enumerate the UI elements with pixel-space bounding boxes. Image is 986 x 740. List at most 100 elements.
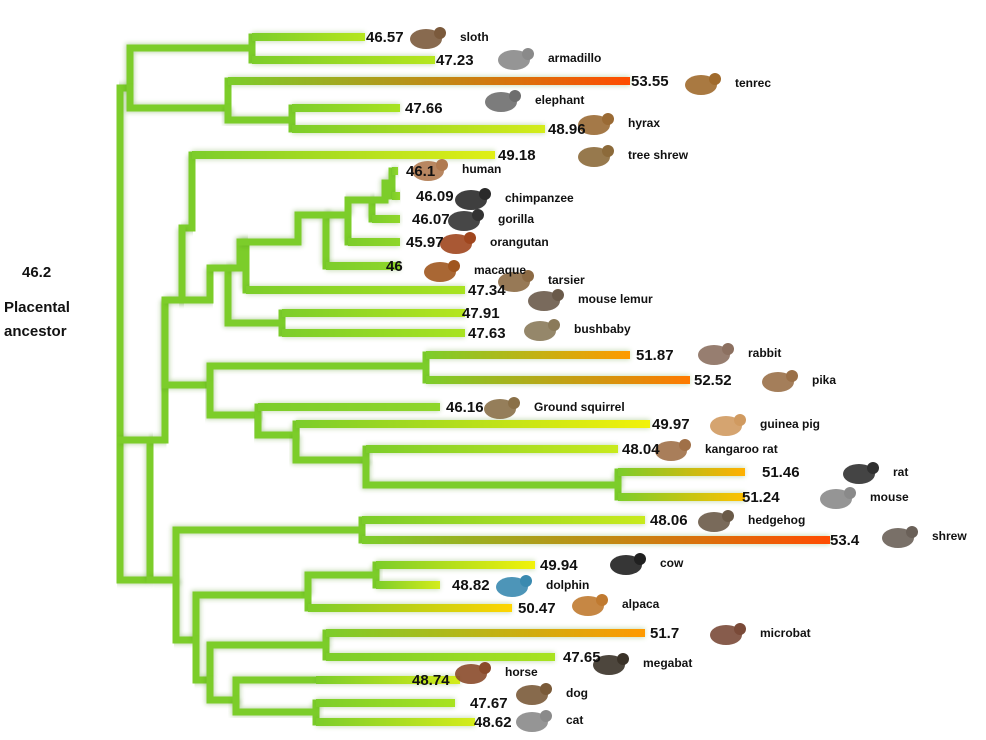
leaf-value: 52.52 — [694, 372, 732, 389]
leaf-branch-mouse — [618, 493, 745, 501]
tree-branch — [172, 576, 200, 644]
leaf-value: 47.91 — [462, 305, 500, 322]
leaf-value: 47.63 — [468, 325, 506, 342]
leaf-value: 51.46 — [762, 464, 800, 481]
leaf-name: kangaroo rat — [705, 442, 778, 456]
alpaca-icon — [572, 594, 608, 616]
ground-squirrel-icon — [484, 397, 520, 419]
leaf-name: bushbaby — [574, 322, 631, 336]
leaf-branch-rat — [618, 468, 745, 476]
leaf-name: alpaca — [622, 597, 660, 611]
branch-shadow — [361, 460, 623, 490]
gorilla-icon — [448, 209, 484, 231]
leaf-value: 47.23 — [436, 52, 474, 69]
leaf-branch-armadillo — [252, 56, 435, 64]
leaf-branch-ground-squirrel — [258, 403, 440, 411]
leaf-branches — [192, 32, 830, 727]
cow-icon — [610, 553, 646, 575]
leaf-branch-bushbaby — [282, 329, 465, 337]
tree-branch — [192, 636, 214, 684]
tree-branch — [254, 411, 300, 439]
leaf-branch-shrew — [362, 536, 830, 544]
tree-branch — [146, 526, 366, 584]
leaf-value: 47.66 — [405, 100, 443, 117]
leaf-name: tarsier — [548, 273, 585, 287]
leaf-value: 51.24 — [742, 489, 780, 506]
mouse-icon — [820, 487, 856, 509]
leaf-name: armadillo — [548, 51, 601, 65]
guinea-pig-icon — [710, 414, 746, 436]
root-label-line2: ancestor — [4, 323, 67, 340]
branch-shadow — [303, 565, 381, 595]
leaf-name: human — [462, 162, 501, 176]
branch-shadow — [205, 385, 263, 420]
leaf-name: microbat — [760, 626, 811, 640]
tenrec-icon — [685, 73, 721, 95]
leaf-value: 46 — [386, 258, 403, 275]
leaf-branch-macaque — [326, 262, 400, 270]
hedgehog-icon — [698, 510, 734, 532]
kangaroo-rat-icon — [655, 439, 691, 461]
leaf-branch-hyrax — [292, 125, 545, 133]
mouse-lemur-icon — [528, 289, 564, 311]
bushbaby-icon — [524, 319, 560, 341]
leaf-value: 49.18 — [498, 147, 536, 164]
dolphin-icon — [496, 575, 532, 597]
tarsier-icon — [498, 270, 534, 292]
leaf-value: 48.06 — [650, 512, 688, 529]
tree-branch — [232, 696, 320, 716]
tree-branch — [126, 44, 256, 92]
tree-branch — [292, 431, 370, 464]
leaf-branch-megabat — [326, 653, 555, 661]
leaf-value: 48.04 — [622, 441, 660, 458]
leaf-branch-guinea-pig — [296, 420, 650, 428]
leaf-branch-gorilla — [372, 215, 400, 223]
pika-icon — [762, 370, 798, 392]
leaf-value: 48.82 — [452, 577, 490, 594]
leaf-branch-dog — [316, 699, 455, 707]
tree-branch — [304, 561, 380, 599]
leaf-value: 51.87 — [636, 347, 674, 364]
leaf-branch-hedgehog — [362, 516, 645, 524]
leaf-name: rat — [893, 465, 908, 479]
orangutan-icon — [440, 232, 476, 254]
tree-branches — [115, 33, 623, 726]
leaf-name: dog — [566, 686, 588, 700]
leaf-branch-cat — [316, 718, 475, 726]
leaf-branch-alpaca — [308, 604, 512, 612]
leaf-branch-horse — [316, 676, 460, 684]
leaf-branch-dolphin — [376, 581, 440, 589]
leaf-value: 46.57 — [366, 29, 404, 46]
leaf-name: elephant — [535, 93, 584, 107]
rat-icon — [843, 462, 879, 484]
leaf-branch-tenrec — [228, 77, 630, 85]
branch-shadow — [160, 300, 210, 390]
hyrax-icon — [578, 113, 614, 135]
elephant-icon — [485, 90, 521, 112]
leaf-name: rabbit — [748, 346, 781, 360]
tree-branch — [126, 84, 232, 112]
macaque-icon — [424, 260, 460, 282]
leaf-branch-kangaroo-rat — [366, 445, 618, 453]
leaf-name: shrew — [932, 529, 967, 543]
leaf-name: mouse lemur — [578, 292, 653, 306]
root-value: 46.2 — [22, 264, 51, 281]
leaf-branch-tarsier — [246, 286, 465, 294]
cat-icon — [516, 710, 552, 732]
leaf-value: 50.47 — [518, 600, 556, 617]
leaf-value: 47.34 — [468, 282, 506, 299]
tree-branch — [206, 629, 330, 684]
leaf-name: pika — [812, 373, 836, 387]
leaf-value: 48.96 — [548, 121, 586, 138]
leaf-branch-human — [392, 167, 398, 175]
leaf-branch-pika — [426, 376, 690, 384]
tree-shrew-icon — [578, 145, 614, 167]
leaf-name: gorilla — [498, 212, 534, 226]
leaf-value: 51.7 — [650, 625, 679, 642]
leaf-name: dolphin — [546, 578, 589, 592]
sloth-icon — [410, 27, 446, 49]
leaf-value: 45.97 — [406, 234, 444, 251]
tree-branch — [224, 104, 296, 124]
